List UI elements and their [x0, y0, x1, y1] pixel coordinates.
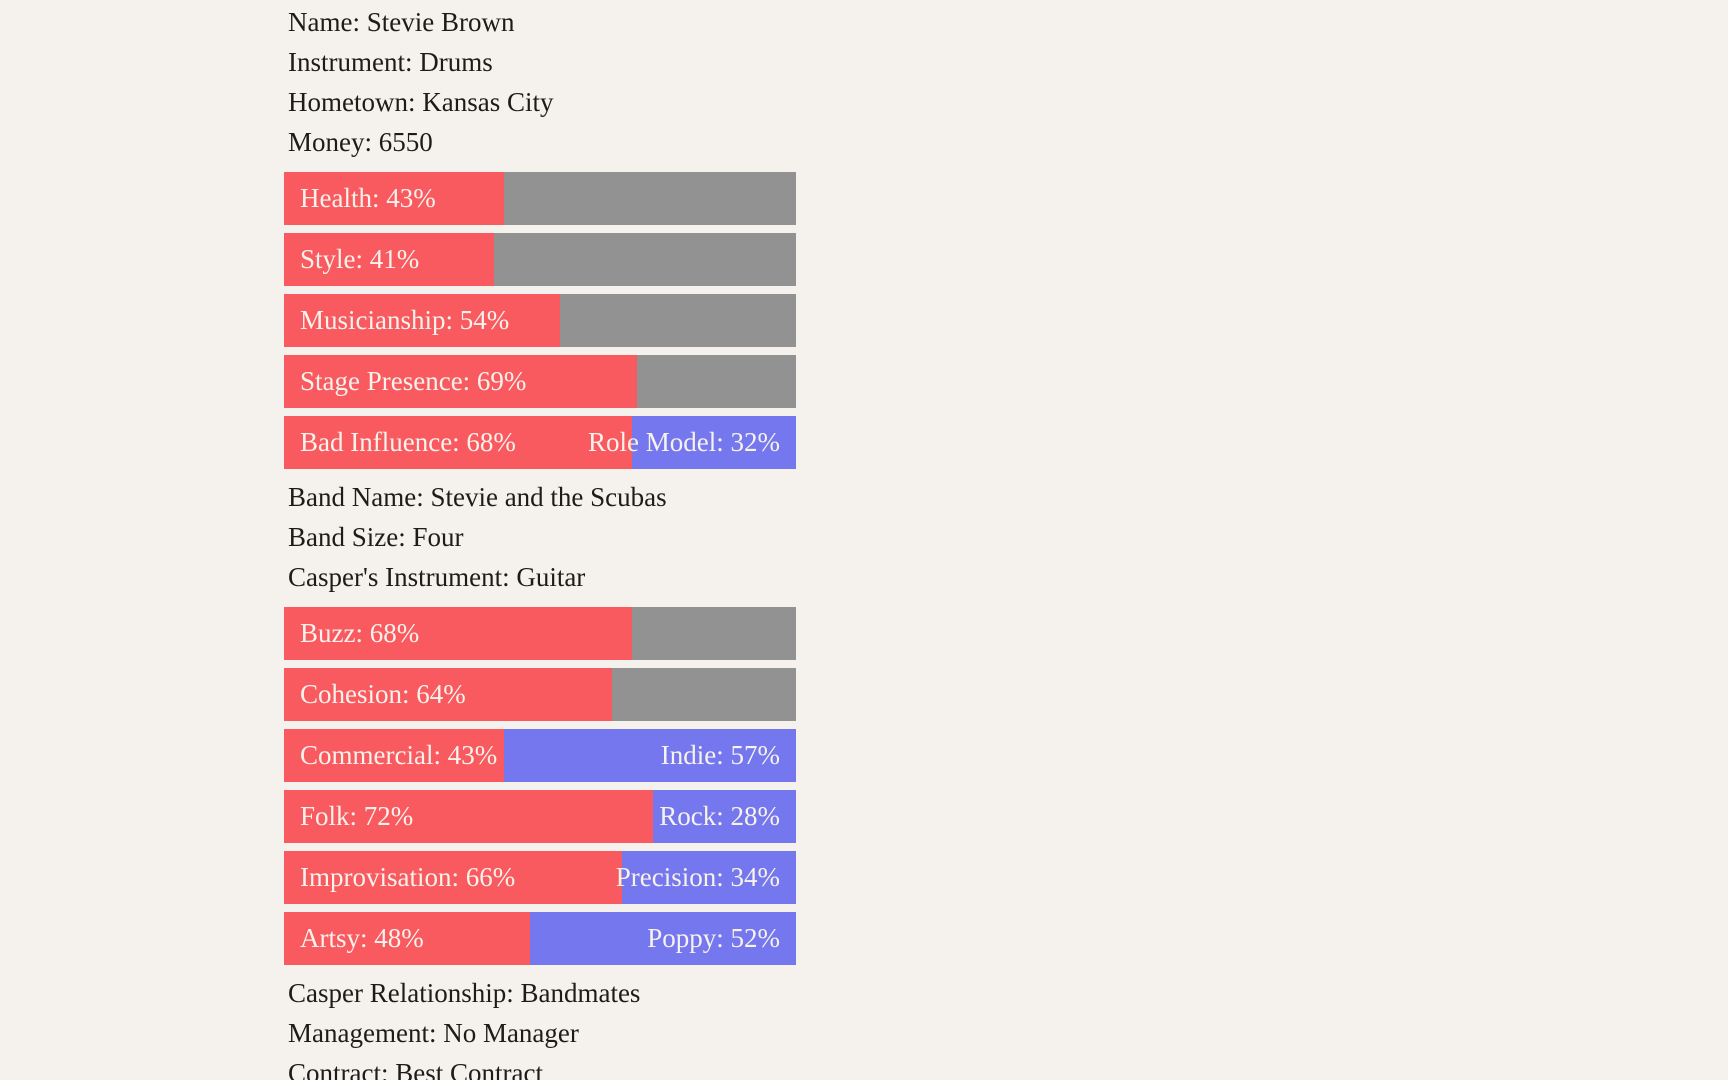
stat-bar-buzz: Buzz: 68%: [284, 607, 796, 660]
improvisation-fill: [284, 851, 622, 904]
stats-panel: Name: Stevie Brown Instrument: Drums Hom…: [284, 0, 796, 1080]
stat-bar-bad-influence-role-model: Bad Influence: 68% Role Model: 32%: [284, 416, 796, 469]
stat-bar-folk-rock: Folk: 72% Rock: 28%: [284, 790, 796, 843]
role-model-label: Role Model: 32%: [588, 427, 780, 457]
precision-label: Precision: 34%: [615, 862, 780, 892]
improvisation-label: Improvisation: 66%: [300, 862, 516, 892]
band-name-line: Band Name: Stevie and the Scubas: [288, 482, 667, 512]
musician-money-line: Money: 6550: [288, 127, 433, 157]
stage-presence-fill: [284, 355, 638, 408]
stat-bar-stage-presence: Stage Presence: 69%: [284, 355, 796, 408]
poppy-label: Poppy: 52%: [647, 923, 780, 953]
bad-influence-label: Bad Influence: 68%: [300, 427, 516, 457]
band-stats-group: Buzz: 68% Cohesion: 64% Commercial: 43% …: [284, 607, 796, 965]
buzz-fill: [284, 607, 633, 660]
artsy-label: Artsy: 48%: [300, 923, 424, 953]
style-label: Style: 41%: [300, 244, 420, 274]
musician-stats-group: Health: 43% Style: 41% Musicianship: 54%…: [284, 172, 796, 469]
artsy-fill: [284, 912, 530, 965]
folk-fill: [284, 790, 653, 843]
musicianship-label: Musicianship: 54%: [300, 305, 510, 335]
stat-bar-health: Health: 43%: [284, 172, 796, 225]
band-size-line: Band Size: Four: [288, 522, 464, 552]
stat-bar-cohesion: Cohesion: 64%: [284, 668, 796, 721]
buzz-label: Buzz: 68%: [300, 618, 420, 648]
casper-relationship-line: Casper Relationship: Bandmates: [288, 978, 641, 1008]
indie-label: Indie: 57%: [660, 740, 780, 770]
health-label: Health: 43%: [300, 183, 436, 213]
stage-presence-label: Stage Presence: 69%: [300, 366, 527, 396]
style-fill: [284, 233, 494, 286]
musicianship-fill: [284, 294, 561, 347]
cohesion-label: Cohesion: 64%: [300, 679, 466, 709]
casper-instrument-line: Casper's Instrument: Guitar: [288, 562, 586, 592]
stat-bar-musicianship: Musicianship: 54%: [284, 294, 796, 347]
stat-bar-style: Style: 41%: [284, 233, 796, 286]
health-fill: [284, 172, 505, 225]
cohesion-fill: [284, 668, 612, 721]
stat-bar-improvisation-precision: Improvisation: 66% Precision: 34%: [284, 851, 796, 904]
contract-line: Contract: Best Contract: [288, 1058, 543, 1080]
management-line: Management: No Manager: [288, 1018, 579, 1048]
commercial-label: Commercial: 43%: [300, 740, 498, 770]
musician-hometown-line: Hometown: Kansas City: [288, 87, 554, 117]
stat-bar-artsy-poppy: Artsy: 48% Poppy: 52%: [284, 912, 796, 965]
musician-instrument-line: Instrument: Drums: [288, 47, 493, 77]
musician-name-line: Name: Stevie Brown: [288, 7, 515, 37]
stat-bar-commercial-indie: Commercial: 43% Indie: 57%: [284, 729, 796, 782]
bad-influence-fill: [284, 416, 633, 469]
folk-label: Folk: 72%: [300, 801, 414, 831]
commercial-fill: [284, 729, 505, 782]
rock-label: Rock: 28%: [659, 801, 780, 831]
